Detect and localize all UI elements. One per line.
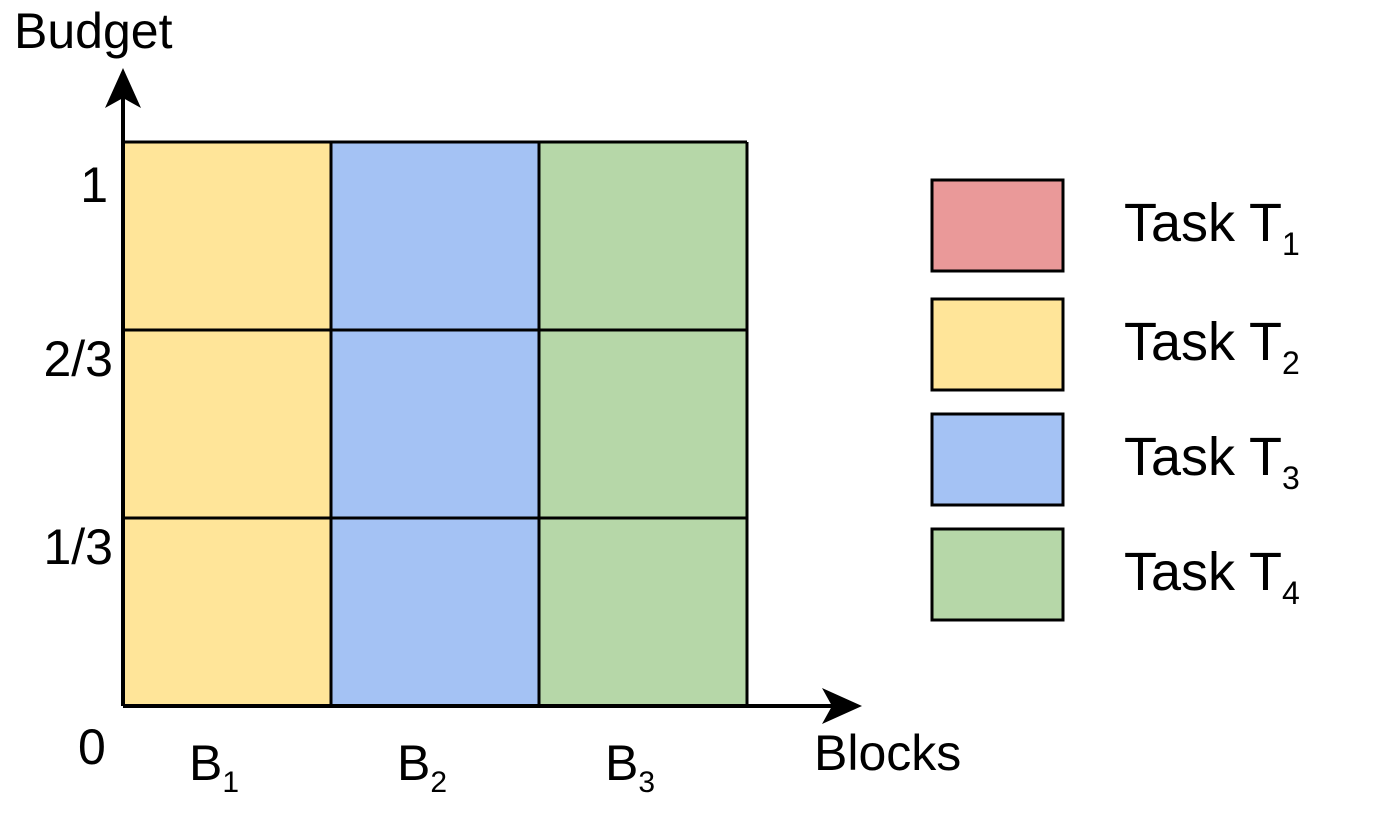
legend-label-t2: Task T2 bbox=[1124, 312, 1300, 381]
origin-label: 0 bbox=[78, 719, 106, 775]
legend-label-t3: Task T3 bbox=[1124, 427, 1300, 496]
cell-block-2-row-3 bbox=[331, 518, 539, 706]
legend-label-t4: Task T4 bbox=[1124, 542, 1300, 611]
cell-block-1-row-1 bbox=[123, 142, 331, 330]
legend-label-t1: Task T1 bbox=[1124, 193, 1300, 262]
y-tick-label: 1/3 bbox=[43, 519, 113, 575]
cell-block-3-row-3 bbox=[539, 518, 747, 706]
cell-block-3-row-2 bbox=[539, 330, 747, 518]
x-axis-title: Blocks bbox=[814, 725, 962, 781]
y-tick-label: 1 bbox=[80, 157, 108, 213]
legend-swatch-t4 bbox=[930, 527, 1065, 622]
legend-swatch-t2 bbox=[930, 297, 1065, 392]
y-tick-label: 2/3 bbox=[43, 331, 113, 387]
block-label-1: B1 bbox=[189, 735, 240, 799]
cell-block-2-row-1 bbox=[331, 142, 539, 330]
x-axis-arrowhead bbox=[822, 688, 862, 724]
cell-block-1-row-3 bbox=[123, 518, 331, 706]
y-axis-arrowhead bbox=[105, 68, 141, 108]
cell-block-3-row-1 bbox=[539, 142, 747, 330]
block-label-3: B3 bbox=[605, 735, 656, 799]
cell-block-1-row-2 bbox=[123, 330, 331, 518]
cell-block-2-row-2 bbox=[331, 330, 539, 518]
block-label-2: B2 bbox=[397, 735, 448, 799]
legend-swatch-t3 bbox=[930, 412, 1065, 507]
y-axis-title: Budget bbox=[14, 3, 173, 59]
legend-swatch-t1 bbox=[930, 178, 1065, 273]
